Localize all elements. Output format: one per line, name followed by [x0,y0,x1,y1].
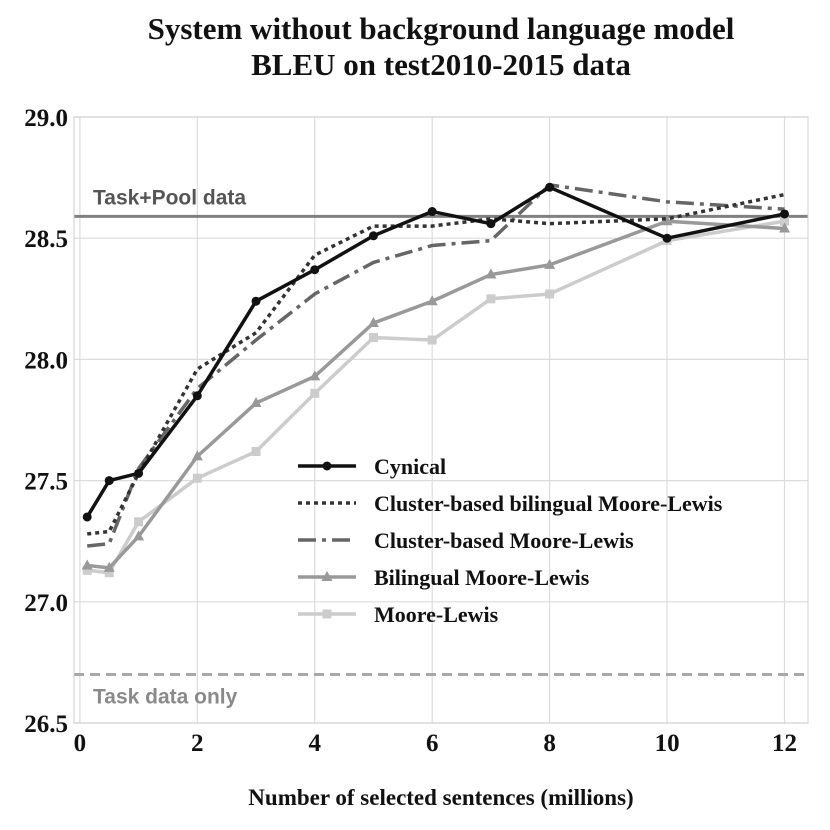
data-point-cynical [780,209,790,219]
chart-title-line-1: System without background language model [148,11,735,46]
data-point-bilingual-moore-lewis [103,561,115,572]
data-point-moore-lewis [780,216,790,226]
data-point-bilingual-moore-lewis [544,258,556,269]
x-axis-label: Number of selected sentences (millions) [248,785,633,810]
series-cluster-based-bilingual-moore-lewis [87,192,785,536]
data-point-cynical [251,296,261,306]
data-point-moore-lewis [310,388,320,398]
y-tick-label: 28.0 [24,347,68,374]
legend: Cynical Cluster-based bilingual Moore-Lew… [298,454,723,627]
data-point-bilingual-moore-lewis [81,559,93,570]
data-point-moore-lewis [251,447,261,457]
y-tick-label: 27.0 [24,590,68,617]
series-line-bilingual-moore-lewis [87,219,785,570]
data-point-moore-lewis [545,289,555,299]
y-tick-label: 28.5 [24,226,68,253]
series-bilingual-moore-lewis [81,215,791,572]
legend-marker-cynical [322,461,332,471]
legend-label-moore-lewis: Moore-Lewis [374,602,499,627]
data-point-cynical [104,476,114,486]
data-point-bilingual-moore-lewis [191,450,203,461]
data-point-bilingual-moore-lewis [661,215,673,226]
y-tick-label: 26.5 [24,711,68,738]
data-point-bilingual-moore-lewis [779,222,791,233]
series-cynical [82,182,790,522]
series-line-cynical [85,185,785,518]
reference-line-label: Task+Pool data [93,186,246,209]
data-point-cynical [368,231,378,241]
data-point-moore-lewis [82,565,92,575]
x-tick-label: 10 [655,730,680,757]
data-point-cynical [192,391,202,401]
data-point-bilingual-moore-lewis [309,370,321,381]
data-point-moore-lewis [486,294,496,304]
data-point-moore-lewis [192,473,202,483]
x-tick-label: 6 [426,730,439,757]
data-point-cynical [82,512,92,522]
plot-area-frame [73,116,809,724]
data-point-bilingual-moore-lewis [250,397,262,408]
legend-label-cynical: Cynical [374,454,446,479]
reference-line-label: Task data only [93,686,238,709]
data-point-cynical [486,219,496,229]
data-point-cynical [545,182,555,192]
data-point-cynical [662,233,672,243]
data-point-bilingual-moore-lewis [133,530,145,541]
legend-marker-bilingual-moore-lewis [321,571,333,581]
data-point-bilingual-moore-lewis [426,295,438,306]
data-point-moore-lewis [104,568,114,578]
data-point-cynical [427,207,437,217]
x-tick-label: 4 [309,730,322,757]
data-point-bilingual-moore-lewis [367,317,379,328]
x-tick-label: 2 [191,730,204,757]
legend-label-cluster-based-bilingual-moore-lewis: Cluster-based bilingual Moore-Lewis [374,491,723,516]
reference-lines: Task+Pool data Task data only [74,186,808,709]
y-tick-label: 27.5 [24,469,68,496]
series-moore-lewis [82,216,790,578]
legend-label-cluster-based-moore-lewis: Cluster-based Moore-Lewis [374,528,634,553]
data-point-cynical [134,468,144,478]
series-line-cluster-based-bilingual-moore-lewis [87,192,785,536]
data-point-moore-lewis [134,517,144,527]
data-point-moore-lewis [427,335,437,345]
data-point-cynical [310,265,320,275]
x-tick-label: 0 [74,730,87,757]
x-tick-label: 12 [772,730,797,757]
legend-marker-moore-lewis [322,609,332,619]
axis-ticks: 0 2 4 6 8 10 12 26.5 27.0 27.5 28.0 28.5 29.0 [24,105,797,757]
series-line-moore-lewis [87,219,785,575]
x-tick-label: 8 [543,730,556,757]
y-tick-label: 29.0 [24,105,68,132]
series-cluster-based-moore-lewis [87,183,785,548]
data-series [81,182,791,578]
chart-title-line-2: BLEU on test2010-2015 data [251,47,631,82]
data-point-bilingual-moore-lewis [485,268,497,279]
legend-label-bilingual-moore-lewis: Bilingual Moore-Lewis [374,565,590,590]
series-line-cluster-based-moore-lewis [87,183,785,548]
data-point-moore-lewis [368,333,378,343]
